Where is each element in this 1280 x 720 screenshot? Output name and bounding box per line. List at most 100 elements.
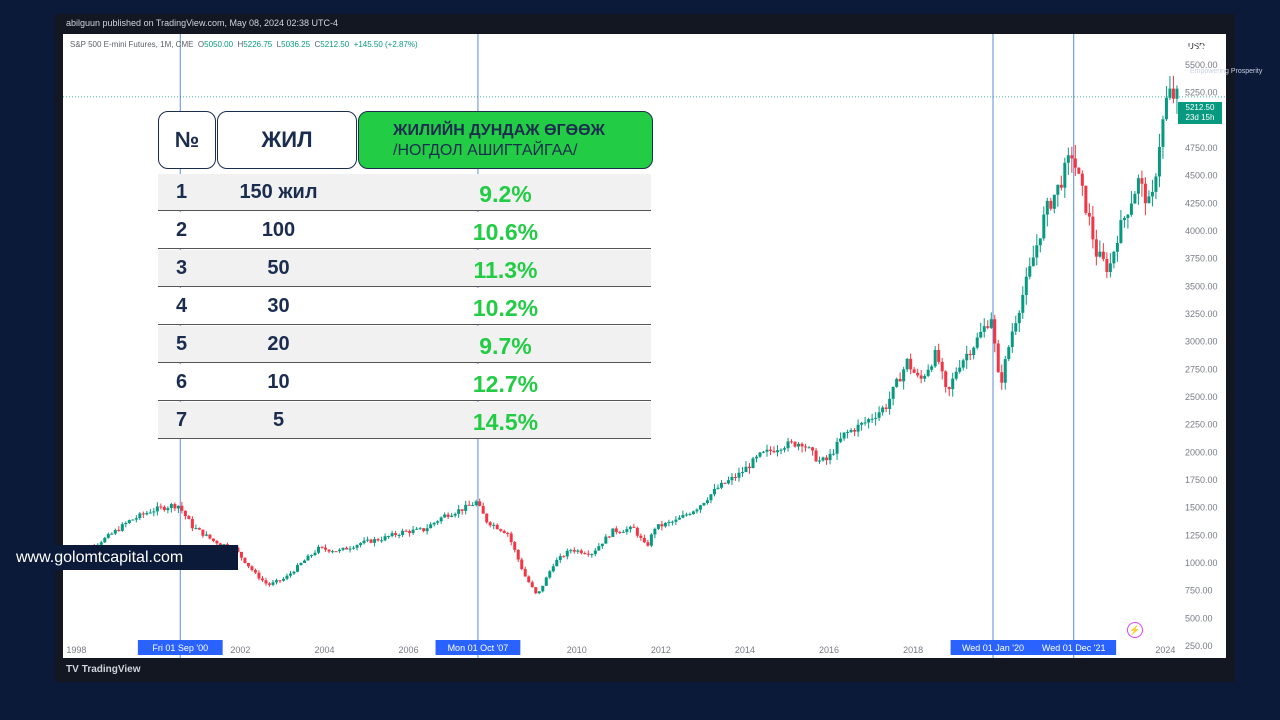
table-row: 3 50 11.3% (158, 250, 651, 287)
candle-body (863, 422, 867, 424)
candle-body (958, 367, 962, 372)
candle-body (891, 386, 895, 399)
candle-body (726, 480, 730, 484)
candle-body (1045, 200, 1049, 215)
candle-body (1126, 214, 1130, 218)
candle-body (954, 371, 958, 379)
candle-body (621, 531, 625, 533)
candle-body (1091, 216, 1095, 240)
candle-body (499, 529, 503, 531)
candle-body (366, 539, 370, 541)
candle-body (839, 438, 843, 442)
candle-body (569, 550, 573, 552)
candle-body (989, 319, 993, 328)
y-tick-label: 3500.00 (1185, 281, 1218, 291)
candle-body (579, 550, 583, 554)
chart-svg[interactable]: 5500.005250.005000.004750.004500.004250.… (63, 34, 1226, 658)
y-tick-label: 2500.00 (1185, 392, 1218, 402)
candle-body (278, 580, 282, 582)
candle-body (1175, 88, 1179, 99)
y-tick-label: 2750.00 (1185, 364, 1218, 374)
candle-body (369, 539, 373, 543)
candle-body (923, 375, 927, 379)
row-years: 150 жил (239, 181, 318, 203)
candle-body (1014, 323, 1018, 332)
candle-body (180, 505, 184, 511)
date-chip-label: Fri 01 Sep '00 (152, 643, 208, 653)
candle-body (348, 548, 352, 550)
y-tick-label: 750.00 (1185, 586, 1213, 596)
candle-body (211, 538, 215, 541)
y-tick-label: 4000.00 (1185, 226, 1218, 236)
candle-body (425, 528, 429, 532)
candle-body (457, 509, 461, 514)
candle-body (705, 500, 709, 503)
candle-body (853, 430, 857, 432)
candle-body (1063, 162, 1067, 188)
row-number: 4 (176, 295, 188, 317)
candle-body (698, 505, 702, 510)
y-tick-label: 3250.00 (1185, 309, 1218, 319)
lightning-icon[interactable]: ⚡ (1127, 622, 1143, 638)
candle-body (740, 472, 744, 474)
candle-body (401, 530, 405, 535)
x-tick-label: 2012 (651, 645, 671, 655)
candle-body (288, 573, 292, 576)
brand-tagline: Empowering Prosperity (1190, 68, 1263, 75)
candle-body (576, 550, 580, 552)
candle-body (324, 547, 328, 550)
candle-body (418, 528, 422, 530)
candle-body (334, 551, 338, 553)
candle-body (204, 534, 208, 536)
candle-body (656, 524, 660, 529)
candle-body (544, 577, 548, 586)
header-return-title: ЖИЛИЙН ДУНДАЖ ӨГӨӨЖ (393, 122, 606, 139)
candle-body (804, 446, 808, 448)
candle-body (723, 482, 727, 484)
candle-body (520, 559, 524, 570)
candle-body (443, 514, 447, 518)
header-number: № (158, 111, 216, 169)
candle-body (327, 549, 331, 552)
candle-body (1136, 178, 1140, 194)
candle-body (527, 576, 531, 583)
candle-body (677, 517, 681, 520)
date-chip (435, 640, 521, 655)
candle-body (684, 514, 688, 516)
candle-body (239, 551, 243, 558)
candle-body (1066, 155, 1070, 163)
candle-body (138, 513, 142, 519)
row-years: 5 (272, 409, 285, 431)
candle-body (450, 515, 454, 517)
candle-body (975, 337, 979, 348)
candle-body (523, 569, 527, 577)
y-tick-label: 2000.00 (1185, 447, 1218, 457)
candle-body (362, 540, 366, 544)
candle-body (688, 514, 692, 516)
candle-body (492, 524, 496, 526)
candle-body (632, 526, 636, 528)
candle-body (1147, 196, 1151, 204)
candle-body (772, 450, 776, 453)
candle-body (681, 514, 685, 518)
candle-body (590, 554, 594, 556)
date-chip (1031, 640, 1117, 655)
candle-body (986, 326, 990, 328)
row-years: 20 (267, 333, 290, 355)
candle-body (993, 319, 997, 344)
candle-body (895, 378, 899, 387)
publisher-line: abilguun published on TradingView.com, M… (66, 18, 339, 28)
candle-body (951, 378, 955, 390)
brand-logo: GolomtCapital (1080, 40, 1224, 62)
candle-body (996, 343, 1000, 373)
currency-label[interactable]: USD (1188, 42, 1205, 51)
candle-body (888, 398, 892, 409)
tradingview-logo[interactable]: TV TradingView (66, 664, 141, 675)
y-tick-label: 5250.00 (1185, 88, 1218, 98)
open-value: 5050.00 (204, 40, 234, 49)
low-value: 5036.25 (281, 40, 311, 49)
candle-body (176, 505, 180, 509)
candle-body (1042, 214, 1046, 239)
table-row: 6 10 12.7% (158, 364, 651, 401)
candle-body (1161, 119, 1165, 147)
